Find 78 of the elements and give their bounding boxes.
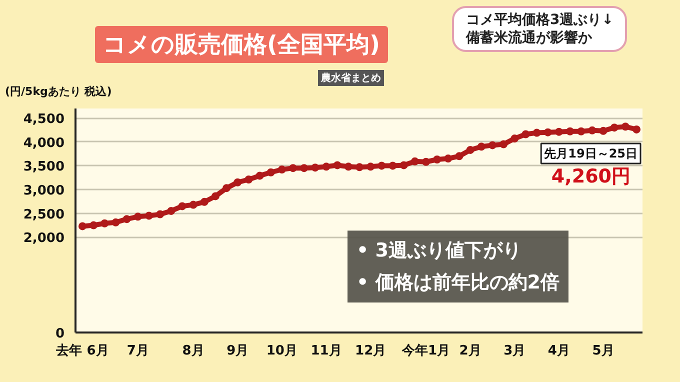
point bbox=[554, 128, 563, 136]
y-tick-label: 4,500 bbox=[23, 112, 65, 128]
point bbox=[256, 172, 264, 180]
x-tick-label: 7月 bbox=[126, 344, 149, 358]
point bbox=[599, 126, 608, 135]
point bbox=[410, 157, 419, 166]
x-tick-label: 今年1月 bbox=[400, 344, 450, 358]
point bbox=[466, 146, 474, 154]
point bbox=[544, 128, 552, 136]
point bbox=[144, 212, 153, 220]
point bbox=[366, 162, 375, 171]
point bbox=[156, 210, 164, 218]
y-tick-label: 0 bbox=[55, 326, 64, 342]
x-tick-label: 去年 6月 bbox=[55, 344, 109, 358]
point bbox=[532, 128, 541, 137]
point bbox=[388, 162, 397, 170]
point bbox=[333, 161, 342, 170]
point bbox=[522, 130, 530, 138]
point bbox=[200, 198, 208, 206]
annotation: • 価格は前年比の約2倍 bbox=[356, 272, 560, 294]
text: コメ平均価格3週ぶり↓ bbox=[466, 12, 614, 28]
point bbox=[356, 163, 364, 172]
point bbox=[566, 127, 574, 136]
point bbox=[222, 184, 231, 192]
point bbox=[234, 178, 242, 186]
x-tick-label: 9月 bbox=[226, 344, 249, 358]
annotation: • 3週ぶり値下がり bbox=[356, 240, 522, 262]
x-tick-label: 10月 bbox=[266, 344, 298, 358]
point bbox=[378, 162, 386, 170]
point bbox=[167, 206, 176, 215]
point bbox=[178, 202, 186, 210]
text: 農水省まとめ bbox=[318, 70, 384, 86]
point bbox=[433, 156, 442, 164]
y-tick-label: 3,000 bbox=[23, 184, 65, 199]
point bbox=[122, 215, 131, 224]
point bbox=[100, 219, 109, 228]
point bbox=[311, 164, 320, 172]
point bbox=[112, 218, 120, 226]
y-tick-label: 2,000 bbox=[23, 231, 65, 246]
point bbox=[444, 154, 452, 163]
x-tick-label: 3月 bbox=[504, 344, 526, 358]
point bbox=[632, 125, 641, 134]
text: 備蓄米流通が影響か bbox=[466, 30, 592, 46]
point bbox=[610, 124, 618, 132]
point bbox=[455, 152, 464, 160]
x-tick-label: 4月 bbox=[548, 344, 570, 358]
point bbox=[90, 221, 98, 230]
point bbox=[510, 134, 519, 143]
point bbox=[134, 212, 142, 221]
chart-title: コメの販売価格(全国平均) bbox=[95, 26, 388, 63]
point bbox=[488, 141, 496, 150]
point bbox=[400, 161, 408, 170]
x-tick-label: 11月 bbox=[310, 344, 342, 358]
point bbox=[278, 166, 286, 174]
point bbox=[78, 222, 86, 230]
x-tick-label: 8月 bbox=[182, 344, 204, 358]
point bbox=[621, 122, 630, 131]
point bbox=[322, 162, 330, 171]
point bbox=[422, 158, 430, 166]
point bbox=[577, 127, 586, 136]
y-tick-label: 2,500 bbox=[23, 207, 65, 222]
point bbox=[344, 162, 352, 171]
y-tick-label: 3,500 bbox=[23, 160, 65, 175]
annotation: 先月19日～25日 4,260円 bbox=[543, 146, 638, 188]
point bbox=[189, 200, 198, 209]
x-tick-label: 2月 bbox=[459, 344, 482, 358]
x-tick-label: 12月 bbox=[355, 344, 386, 358]
point bbox=[300, 164, 308, 172]
point bbox=[500, 140, 508, 148]
point bbox=[289, 164, 298, 172]
point bbox=[211, 192, 220, 200]
point bbox=[588, 126, 596, 134]
y-axis-title: (円/5kgあたり 税込) bbox=[5, 84, 112, 99]
point bbox=[266, 168, 275, 176]
point bbox=[244, 176, 253, 184]
x-tick-label: 5月 bbox=[592, 344, 614, 358]
y-tick-label: 4,000 bbox=[23, 136, 65, 151]
point bbox=[477, 142, 486, 151]
